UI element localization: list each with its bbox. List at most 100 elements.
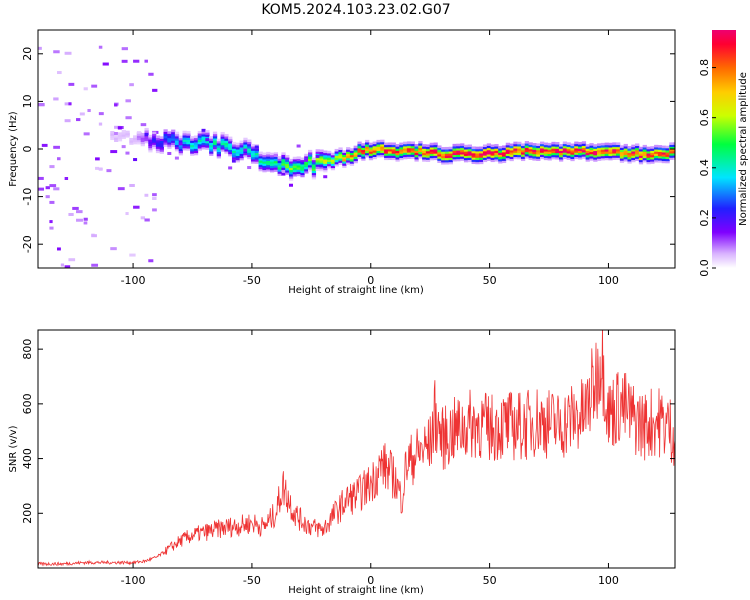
spectrogram-cell (110, 150, 118, 154)
spectrogram-cell (193, 150, 199, 154)
spectrogram-cell (543, 142, 549, 146)
spectrogram-cell (49, 220, 53, 224)
spectrogram-cell (76, 210, 83, 214)
spectrogram-cell (45, 186, 50, 190)
spectrogram-cell (498, 145, 503, 149)
spectrogram-cell (308, 164, 313, 168)
spectrogram-cell (665, 147, 670, 151)
spectrogram-cell (627, 150, 632, 153)
spectrogram-cell (539, 141, 545, 145)
spectrogram-cell (281, 165, 286, 168)
spectrogram-cell (334, 151, 339, 154)
spectrogram-cell (224, 133, 229, 137)
spectrogram-cell (524, 151, 530, 155)
spectrogram-cell (372, 152, 377, 155)
spectrogram-cell (509, 156, 514, 159)
spectrogram-cell (163, 142, 168, 145)
spectrogram-cell (140, 141, 145, 145)
spectrogram-cell (661, 158, 666, 162)
spectrogram-cell (433, 144, 438, 148)
spectrogram-cell (117, 136, 123, 140)
spectrogram-cell (638, 159, 644, 163)
spectrogram-cell (581, 154, 587, 157)
spectrogram-cell (425, 159, 431, 162)
spectrogram-cell (528, 155, 533, 158)
spectrogram-cell (148, 143, 153, 147)
spectrogram-cell (311, 176, 317, 180)
spectrogram-cell (543, 153, 549, 156)
spectrogram-cell (585, 148, 590, 151)
spectrogram-cell (114, 132, 119, 136)
spectrogram-cell (269, 161, 275, 164)
spectrogram-cell (387, 142, 393, 146)
spectrogram-cell (197, 135, 202, 138)
spectrogram-cell (304, 170, 309, 174)
spectrogram-cell (178, 135, 183, 139)
spectrogram-cell (414, 146, 419, 149)
spectrogram-cell (76, 118, 81, 122)
spectrogram-cell (547, 151, 552, 155)
spectrogram-cell (38, 176, 44, 180)
spectrogram-cell (167, 146, 172, 149)
spectrogram-cell (129, 253, 136, 257)
spectrogram-cell (220, 134, 225, 137)
spectrogram-cell (315, 151, 320, 154)
spectrogram-cell (661, 149, 666, 153)
spectrogram-cell (288, 163, 294, 166)
spectrogram-cell (562, 150, 568, 153)
colorbar-tick-label: 0.6 (698, 109, 711, 127)
spectrogram-cell (296, 156, 301, 160)
spectrogram-cell (665, 156, 670, 160)
spectrogram-cell (513, 154, 518, 158)
spectrogram-cell (330, 156, 336, 160)
spectrogram-cell (193, 144, 199, 147)
spectrogram-cell (323, 163, 328, 166)
spectrogram-cell (460, 156, 465, 159)
spectrogram-cell (642, 144, 647, 148)
spectrogram-cell (53, 97, 59, 101)
spectrogram-cell (456, 158, 461, 162)
spectrogram-cell (559, 148, 564, 151)
spectrogram-cell (368, 153, 374, 156)
spectrogram-cell (273, 162, 279, 166)
spectrogram-cell (418, 145, 423, 148)
spectrogram-cell (501, 160, 507, 164)
spectrogram-cell (559, 154, 564, 158)
spectrogram-cell (235, 155, 240, 159)
spectrogram-cell (669, 153, 674, 156)
spectrogram-cell (456, 147, 461, 151)
spectrogram-cell (661, 156, 666, 159)
spectrogram-cell (578, 144, 583, 147)
spectrogram-cell (136, 135, 142, 139)
spectrogram-cell (532, 153, 537, 157)
spectrogram-cell (292, 167, 298, 171)
spectrogram-cell (517, 146, 522, 149)
spectrogram-cell (288, 173, 294, 177)
spectrogram-cell (98, 45, 103, 49)
spectrogram-cell (250, 158, 256, 162)
spectrogram-cell (463, 157, 469, 161)
spectrogram-cell (391, 157, 396, 161)
spectrogram-cell (247, 139, 252, 143)
spectrogram-cell (171, 133, 176, 137)
spectrogram-ytick-label: -20 (21, 235, 34, 253)
spectrogram-cell (642, 157, 647, 161)
spectrogram-cell (437, 153, 442, 157)
colorbar-tick-label: 0.0 (698, 259, 711, 277)
spectrogram-cell (231, 152, 237, 156)
spectrogram-cell (247, 145, 252, 149)
spectrogram-cell (471, 148, 476, 152)
spectrogram-cell (186, 143, 191, 147)
colorbar-ticks: 0.0 0.2 0.4 0.6 0.8 (698, 59, 716, 277)
spectrogram-cell (266, 160, 271, 164)
spectrogram-cell (133, 158, 138, 162)
spectrogram-cell (140, 135, 145, 138)
spectrogram-cell (520, 149, 526, 153)
spectrogram-cell (186, 148, 191, 151)
spectrogram-cell (64, 119, 71, 123)
spectrogram-cell (623, 154, 628, 158)
spectrogram-cell (665, 152, 670, 155)
spectrogram-cell (654, 155, 659, 159)
spectrogram-cell (452, 156, 457, 160)
spectrogram-cell (368, 146, 374, 150)
